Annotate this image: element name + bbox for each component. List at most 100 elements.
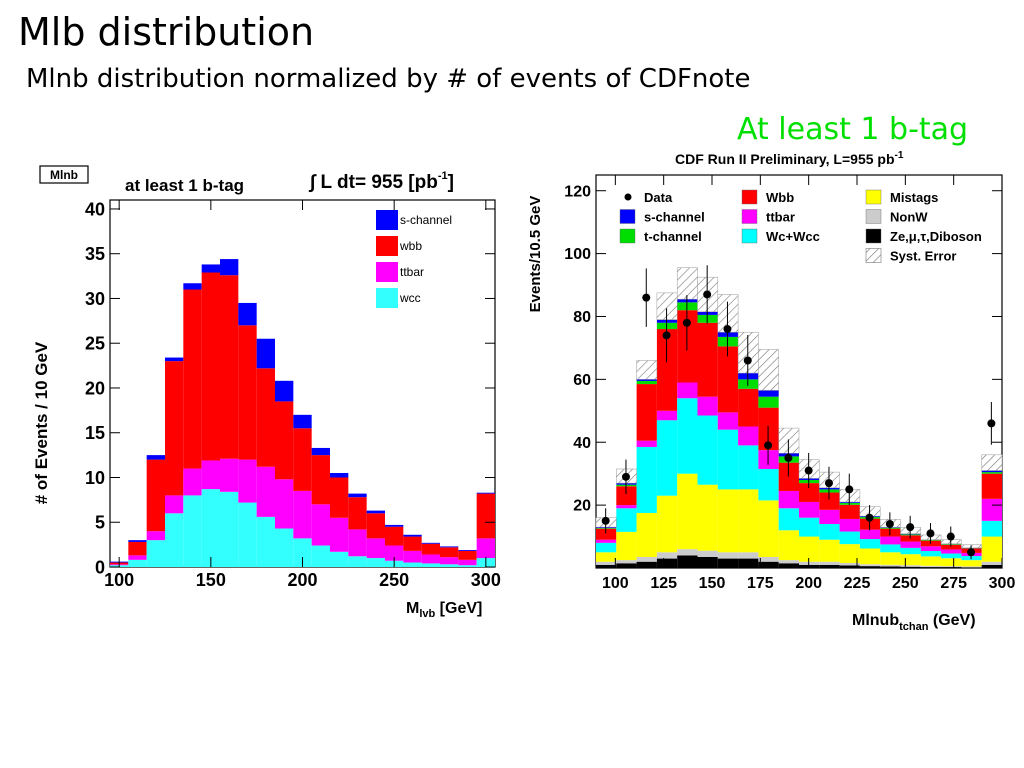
left-bar-wcc-12 (330, 551, 349, 567)
right-legend-label-ze-diboson: Ze,μ,τ,Diboson (890, 229, 982, 244)
right-bar-ze-diboson-1 (616, 563, 637, 568)
right-bar-ttbar-1 (616, 505, 637, 509)
left-legend-label-wbb: wbb (399, 239, 422, 253)
right-bar-mistags-10 (799, 536, 820, 562)
right-bar-wc-wcc-1 (616, 508, 637, 532)
right-legend-swatch-t-channel (619, 228, 636, 244)
left-bar-wcc-9 (275, 528, 294, 567)
left-bar-s-channel-12 (330, 473, 349, 478)
right-bar-wc-wcc-15 (900, 547, 921, 555)
right-bar-ze-diboson-11 (819, 564, 840, 568)
right-bar-ttbar-9 (778, 490, 799, 509)
right-bar-wc-wcc-0 (596, 542, 617, 553)
right-xtick-label-6: 250 (892, 575, 919, 592)
left-ytick-label-5: 25 (85, 334, 105, 354)
right-bar-nonw-0 (596, 561, 617, 565)
slide-title: Mlb distribution (18, 10, 315, 54)
right-legend-label-t-channel: t-channel (644, 229, 702, 244)
right-xtick-label-4: 200 (795, 575, 822, 592)
right-bar-ze-diboson-8 (758, 561, 779, 568)
right-bar-t-channel-8 (758, 396, 779, 408)
right-bar-t-channel-19 (981, 472, 1002, 474)
right-bar-mistags-3 (656, 495, 678, 553)
left-bar-wbb-9 (275, 401, 294, 480)
left-xtick-label-1: 150 (196, 570, 226, 590)
right-bar-mistags-19 (981, 536, 1002, 562)
right-bar-wbb-10 (799, 483, 820, 502)
right-bar-wc-wcc-7 (738, 445, 759, 490)
right-legend-swatch-ttbar (741, 209, 758, 224)
right-bar-wbb-0 (596, 528, 617, 540)
right-xlabel-sub: tchan (899, 621, 929, 630)
right-bar-mistags-8 (758, 500, 779, 557)
right-legend-marker-data (624, 193, 632, 201)
right-bar-nonw-7 (738, 552, 759, 559)
left-bar-wbb-8 (256, 368, 275, 467)
left-bar-ttbar-20 (476, 538, 495, 559)
right-bar-wbb-7 (738, 388, 759, 427)
right-bar-mistags-11 (819, 539, 840, 562)
left-y-axis-label: # of Events / 10 GeV (32, 341, 51, 504)
right-bar-nonw-4 (677, 549, 698, 556)
left-bar-s-channel-9 (275, 380, 294, 402)
right-bar-nonw-17 (941, 566, 962, 568)
right-bar-wbb-3 (656, 329, 678, 411)
right-bar-ttbar-17 (941, 549, 962, 554)
right-bar-ttbar-2 (636, 440, 657, 447)
right-legend-label-wbb: Wbb (766, 190, 794, 205)
right-bar-ttbar-15 (900, 541, 921, 548)
right-bar-ze-diboson-0 (596, 564, 617, 568)
right-bar-wc-wcc-19 (981, 520, 1002, 537)
left-bar-wbb-11 (311, 455, 330, 505)
right-x-axis-label: Mlnubtchan (GeV) (852, 612, 976, 630)
left-bar-wbb-1 (128, 541, 147, 556)
right-title-sup: -1 (895, 150, 904, 161)
right-bar-mistags-5 (697, 484, 718, 551)
left-bar-ttbar-11 (311, 504, 330, 546)
left-lumi-label: ∫ L dt= 955 [pb-1] (308, 170, 454, 193)
right-bar-ze-diboson-13 (859, 566, 881, 568)
left-tag-box (39, 165, 89, 184)
left-tag-label: Mlnb (50, 168, 78, 182)
left-bar-wbb-6 (220, 275, 239, 459)
right-legend-label-data: Data (644, 190, 673, 205)
right-ytick-label-1: 40 (573, 435, 591, 452)
right-legend-label-mistags: Mistags (890, 190, 938, 205)
right-data-point-10 (804, 466, 813, 475)
right-bar-nonw-2 (636, 556, 657, 562)
right-data-point-5 (703, 290, 712, 299)
right-bar-wc-wcc-3 (656, 420, 678, 496)
slide-subtitle: Mlnb distribution normalized by # of eve… (26, 64, 751, 94)
left-bar-wcc-19 (458, 565, 477, 567)
right-xtick-label-2: 150 (699, 575, 726, 592)
right-bar-nonw-14 (880, 564, 901, 567)
right-bar-nonw-3 (656, 552, 678, 559)
right-bar-ttbar-13 (859, 529, 881, 540)
right-bar-s-channel-8 (758, 390, 779, 397)
right-legend-swatch-wbb (741, 189, 758, 205)
left-legend: s-channel wbb ttbar wcc (376, 210, 452, 308)
right-bar-ttbar-16 (920, 546, 942, 552)
right-bar-ttbar-0 (596, 539, 617, 543)
right-legend: Data s-channel t-channel Wbb ttbar Wc+Wcc Mist… (619, 189, 982, 264)
right-bar-wc-wcc-17 (941, 553, 962, 559)
right-bar-ze-diboson-2 (636, 561, 657, 568)
left-bar-wcc-17 (421, 563, 440, 567)
right-bar-mistags-12 (839, 544, 860, 563)
right-data-point-6 (723, 325, 732, 334)
left-chart-title: at least 1 b-tag (125, 176, 244, 195)
right-data-point-1 (621, 472, 630, 481)
left-bar-wcc-3 (165, 513, 184, 567)
left-bar-wcc-1 (128, 559, 147, 567)
right-bar-wbb-12 (839, 504, 860, 519)
left-bar-ttbar-2 (146, 531, 165, 541)
right-bar-wc-wcc-10 (799, 517, 820, 537)
right-ytick-label-3: 80 (573, 309, 591, 326)
left-bar-wbb-16 (403, 536, 422, 551)
right-bar-nonw-5 (697, 550, 718, 557)
right-legend-label-ttbar: ttbar (766, 210, 795, 225)
left-ytick-label-8: 40 (85, 199, 105, 219)
right-bar-mistags-0 (596, 552, 617, 562)
left-bar-ttbar-19 (458, 559, 477, 566)
left-bars (110, 259, 495, 567)
